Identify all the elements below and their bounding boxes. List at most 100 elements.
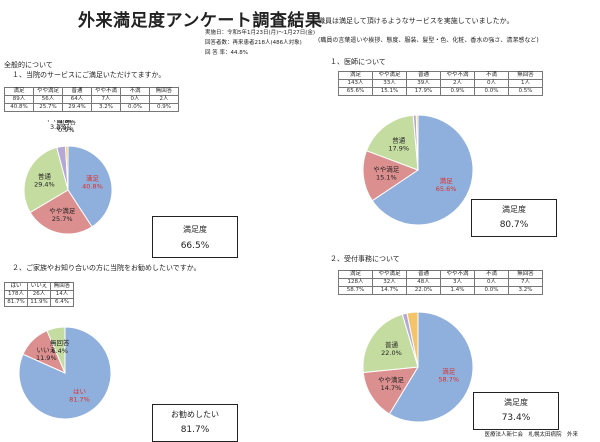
pie-slice-1 [362, 366, 419, 415]
pie-label-percent: 81.7% [69, 395, 90, 403]
pie-label-category: 満足 [86, 175, 100, 183]
pie-label-category: やや満足 [378, 376, 405, 384]
table-header-cell: 不満 [474, 270, 509, 279]
box-value: 80.7% [499, 220, 529, 230]
table-percent-cell: 25.7% [33, 103, 63, 112]
table-header-cell: はい [4, 282, 28, 291]
question-overall: １、当院のサービスにご満足いただけてますか。 [12, 71, 166, 79]
table-count-cell: 0人 [120, 95, 150, 104]
table-count-cell: 7人 [91, 95, 121, 104]
table-percent-cell: 58.7% [338, 286, 373, 295]
box-label: 満足度 [504, 398, 528, 407]
pie-chart-doctor: 満足65.6%やや満足15.1%普通17.9%やや不満0.9%不満0.0%無回答… [362, 114, 474, 226]
pie-slice-0 [388, 311, 474, 423]
table-count-cell: 39人 [406, 79, 441, 88]
table-percent-cell: 0.5% [508, 87, 543, 96]
table-count-cell: 64人 [62, 95, 92, 104]
footer-org: 医療法人新仁会 札幌太田病院 外来 [484, 432, 578, 438]
box-label: お勧めしたい [171, 410, 219, 419]
pie-label-category: いいえ [37, 346, 57, 354]
pie-slice-2 [46, 326, 66, 374]
pie-label-percent: 58.7% [438, 376, 459, 384]
table-header-cell: やや不満 [440, 270, 475, 279]
table-header-cell: 無回答 [149, 87, 179, 96]
table-header-cell: 無回答 [508, 270, 543, 279]
stats-table-reception: 満足 やや満足 普通 やや不満 不満 無回答 128人 32人 48人 3人 0人 7人 58.7% 14… [338, 270, 543, 295]
table-percent-cell: 17.9% [406, 87, 441, 96]
table-percent-cell: 6.4% [50, 298, 74, 307]
pie-label-percent: 22.0% [381, 349, 402, 357]
table-percent-cell: 11.9% [27, 298, 51, 307]
staff-intro: 職員は満足して頂けるようなサービスを実施していましたか。 [318, 17, 514, 25]
table-percent-cell: 40.8% [4, 103, 34, 112]
pie-label-percent: 0.0% [56, 124, 73, 132]
pie-label-category: 普通 [38, 171, 52, 180]
table-percent-cell: 29.4% [62, 103, 92, 112]
recommend-box: お勧めしたい 81.7% [152, 404, 238, 442]
pie-label-percent: 11.9% [36, 354, 57, 362]
table-header-cell: 不満 [120, 87, 150, 96]
pie-label-percent: 29.4% [34, 180, 55, 188]
table-header-cell: 普通 [406, 71, 441, 80]
satisfaction-box-overall: 満足度 66.5% [152, 216, 238, 258]
pie-slice-1 [362, 150, 420, 202]
pie-slice-2 [362, 313, 419, 374]
pie-label-percent: 15.1% [376, 174, 397, 182]
section-general: 全般的について [4, 61, 53, 69]
table-count-cell: 56人 [33, 95, 63, 104]
table-header-cell: 満足 [338, 270, 373, 279]
pie-label-category: 無回答 [50, 338, 70, 347]
question-doctor: １、医師について [330, 58, 386, 66]
table-count-cell: 178人 [4, 290, 28, 299]
table-percent-cell: 3.2% [91, 103, 121, 112]
table-header-cell: 満足 [4, 87, 34, 96]
table-percent-cell: 14.7% [372, 286, 407, 295]
table-count-cell: 89人 [4, 95, 34, 104]
respondent-count: 回答者数：再来患者218人(486人対象) [205, 40, 302, 46]
table-percent-cell: 0.0% [474, 286, 509, 295]
pie-label-category: やや不満 [45, 120, 72, 123]
pie-label-category: やや満足 [49, 207, 76, 215]
response-rate: 回 答 率：44.8% [205, 50, 248, 56]
pie-label-percent: 40.8% [82, 183, 103, 191]
box-value: 66.5% [180, 241, 210, 251]
table-header-cell: やや満足 [372, 71, 407, 80]
box-label: 満足度 [502, 205, 526, 214]
table-header-cell: やや満足 [372, 270, 407, 279]
stats-table-doctor: 満足 やや満足 普通 やや不満 不満 無回答 143人 33人 39人 2人 0人 1人 65.6% 15… [338, 71, 543, 96]
table-header-cell: 無回答 [50, 282, 74, 291]
question-reception: ２、受付事務について [330, 255, 400, 263]
table-count-cell: 48人 [406, 278, 441, 287]
page-title: 外来満足度アンケート調査結果 [78, 11, 323, 31]
table-percent-cell: 81.7% [4, 298, 28, 307]
pie-label-percent: 65.6% [436, 185, 457, 193]
pie-slice-2 [365, 114, 419, 171]
pie-slice-5 [406, 311, 419, 368]
pie-slice-5 [415, 114, 419, 171]
pie-slice-0 [371, 114, 474, 226]
table-percent-cell: 1.4% [440, 286, 475, 295]
table-percent-cell: 65.6% [338, 87, 373, 96]
pie-label-category: はい [73, 387, 86, 395]
table-header-cell: いいえ [27, 282, 51, 291]
table-percent-cell: 0.9% [149, 103, 179, 112]
table-header-cell: 普通 [62, 87, 92, 96]
pie-label-category: 満足 [440, 177, 454, 185]
table-count-cell: 143人 [338, 79, 373, 88]
table-header-cell: 満足 [338, 71, 373, 80]
survey-period: 実施日：令和5年1月23日(月)～1月27日(金) [205, 30, 316, 36]
table-count-cell: 14人 [50, 290, 74, 299]
pie-label-category: 満足 [442, 368, 456, 376]
satisfaction-box-reception: 満足度 73.4% [473, 392, 559, 430]
table-header-cell: やや満足 [33, 87, 63, 96]
pie-slice-1 [29, 189, 93, 235]
table-percent-cell: 0.0% [120, 103, 150, 112]
table-header-cell: 不満 [474, 71, 509, 80]
stats-table-recommend: はい いいえ 無回答 178人 26人 14人 81.7% 11.9% 6.4% [4, 282, 74, 307]
table-count-cell: 7人 [508, 278, 543, 287]
table-percent-cell: 15.1% [372, 87, 407, 96]
box-value: 73.4% [501, 413, 531, 423]
table-count-cell: 2人 [149, 95, 179, 104]
table-count-cell: 3人 [440, 278, 475, 287]
